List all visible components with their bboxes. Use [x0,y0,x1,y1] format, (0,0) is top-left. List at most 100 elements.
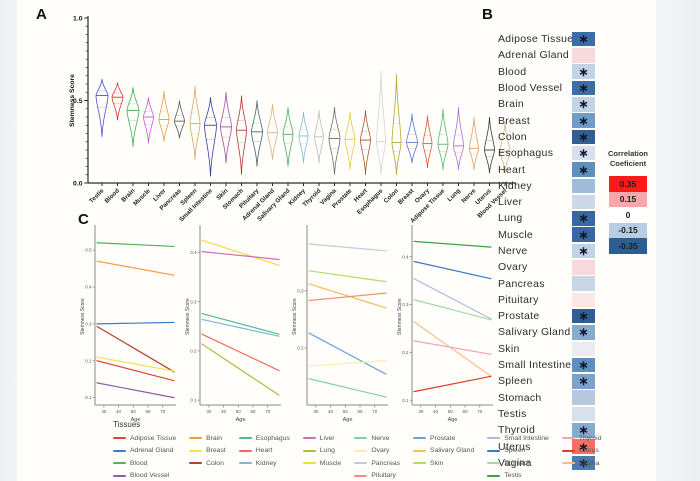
legend-color-dash [238,462,252,465]
significance-asterisk: ∗ [578,423,589,438]
legend-tissue-name: Adrenal Gland [130,447,174,455]
legend-color-dash [354,462,368,465]
subplot-x-tick-label: 60 [463,409,469,414]
legend-tissue-name: Thyroid [578,434,602,442]
violin [189,85,201,160]
subplot-y-axis-label: Stemness Score [397,298,403,335]
legend-color-dash [189,437,203,440]
subplot-y-tick-label: 0.1 [402,398,409,403]
legend-item: Pituitary [354,470,400,481]
heatmap-row: Pituitary [498,292,595,308]
significance-asterisk: ∗ [578,374,589,389]
tissues-legend-column: Esophagus Heart Kidney [238,432,290,470]
subplot-x-tick-label: 50 [236,409,242,414]
legend-tissue-name: Ovary [371,447,390,455]
significance-asterisk: ∗ [578,129,589,144]
legend-item: Thyroid [561,432,602,445]
legend-tissue-name: Uterus [578,447,599,455]
legend-item: Testis [487,470,549,481]
heatmap-tissue-label: Skin [498,342,520,355]
legend-tissue-name: Liver [319,434,335,442]
heatmap-tissue-label: Vagina [498,456,532,469]
trend-line [96,260,175,276]
tissues-legend-column: Brain Breast Colon [189,432,226,470]
tissues-legend-column: Thyroid Uterus Vagina [561,432,602,470]
trend-line [96,325,175,373]
subplot-x-tick-label: 50 [131,409,137,414]
heatmap-row: Blood Vessel ∗ [498,80,595,96]
trend-line [308,332,387,375]
correlation-scale-cell: 0 [609,207,647,223]
legend-tissue-name: Lung [319,447,335,455]
trend-line [201,343,280,396]
heatmap-tissue-label: Breast [498,114,531,127]
age-trend-plot-1: 0.1 0.2 0.3 0.4 0.5 30 40 50 60 70 Age Stemness Sco… [80,225,176,423]
heatmap-row: Pancreas [498,275,595,291]
legend-color-dash [487,462,501,465]
legend-tissue-name: Blood [130,459,148,467]
trend-line [96,360,175,382]
heatmap-tissue-label: Liver [498,196,523,209]
age-trend-plot-2: 0.1 0.2 0.3 0.4 30 40 50 60 70 Age Stemness Score [185,225,281,423]
legend-color-dash [238,437,252,440]
legend-tissue-name: Kidney [255,459,277,467]
heatmap-cell: ∗ [572,227,595,242]
heatmap-cell: ∗ [572,211,595,226]
heatmap-tissue-label: Brain [498,98,525,111]
heatmap-tissue-label: Blood [498,65,527,78]
heatmap-row: Adrenal Gland [498,47,595,63]
violin-x-tick-label: Lung [446,187,462,203]
heatmap-cell [572,276,595,291]
legend-item: Ovary [354,445,400,458]
legend-item: Heart [238,445,290,458]
heatmap-cell [572,390,595,405]
panel-c-label: C [78,211,89,228]
subplot-x-tick-label: 60 [358,409,364,414]
heatmap-row: Blood ∗ [498,64,595,80]
trend-line [308,243,387,252]
heatmap-cell: ∗ [572,162,595,177]
heatmap-cell: ∗ [572,455,595,471]
correlation-heatmap: Adipose Tissue ∗ Adrenal Gland Blood ∗ Blood … [498,31,595,471]
trend-line [413,299,492,321]
heatmap-row: Colon ∗ [498,129,595,145]
left-gutter [0,0,17,481]
heatmap-cell: ∗ [572,439,595,454]
legend-color-dash [189,449,203,452]
legend-item: Spleen [487,445,549,458]
significance-asterisk: ∗ [578,244,589,258]
violin [95,79,109,137]
violin [391,74,402,175]
subplot-x-tick-label: 50 [448,409,454,414]
significance-asterisk: ∗ [578,146,589,161]
subplot-x-tick-label: 40 [433,409,439,414]
significance-asterisk: ∗ [578,439,589,454]
subplot-x-tick-label: 30 [418,409,424,414]
violin [267,103,278,160]
heatmap-cell [572,406,595,422]
subplot-y-axis-label: Stemness Score [185,298,191,335]
significance-asterisk: ∗ [578,309,589,324]
legend-color-dash [189,462,203,465]
heatmap-cell: ∗ [572,325,595,340]
violin [220,92,232,164]
heatmap-tissue-label: Testis [498,407,527,420]
subplot-x-tick-label: 70 [372,409,378,414]
subplot-y-tick-label: 0.2 [190,349,197,354]
subplot-y-tick-label: 0.4 [190,250,197,255]
trend-line [201,333,280,372]
violin [499,121,511,174]
heatmap-tissue-label: Nerve [498,245,528,257]
heatmap-tissue-label: Adipose Tissue [498,33,574,46]
tissues-legend: Tissues Adipose Tissue Adrenal Gland Blood… [113,420,673,481]
heatmap-row: Salivary Gland ∗ [498,324,595,340]
violin [204,97,217,177]
legend-color-dash [238,449,252,452]
heatmap-tissue-label: Muscle [498,228,534,241]
trend-line [201,318,280,337]
heatmap-tissue-label: Heart [498,163,526,176]
subplot-y-axis-label: Stemness Score [80,298,86,335]
subplot-x-tick-label: 70 [160,409,166,414]
subplot-x-tick-label: 60 [251,409,257,414]
heatmap-row: Liver [498,194,595,210]
